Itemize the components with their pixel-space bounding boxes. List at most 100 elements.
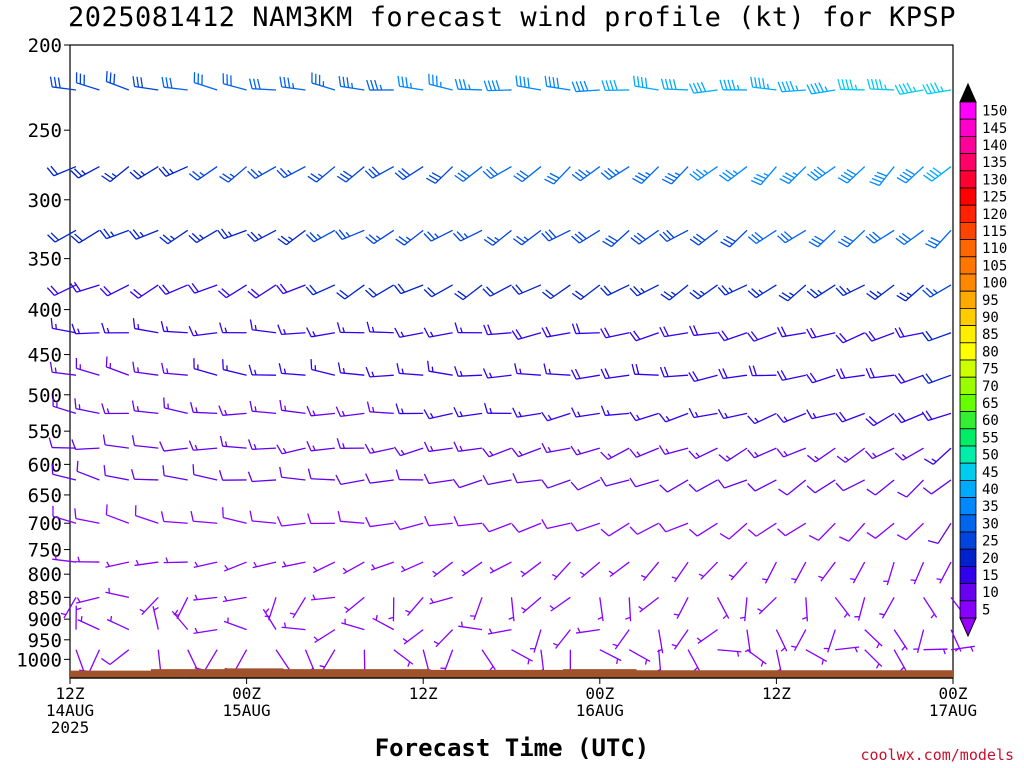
wind-barb	[775, 649, 783, 674]
barb-feather	[159, 236, 169, 245]
barb-half-feather	[316, 233, 322, 239]
barb-staff	[428, 522, 453, 527]
wind-barb	[600, 166, 630, 180]
barb-staff	[786, 479, 807, 496]
wind-barb	[925, 229, 952, 249]
wind-barb	[541, 229, 571, 242]
wind-barb	[217, 284, 247, 299]
barb-feather	[779, 177, 790, 185]
barb-staff	[744, 597, 748, 622]
wind-barb	[99, 284, 130, 297]
barb-feather	[221, 288, 231, 297]
barb-half-feather	[695, 452, 700, 458]
x-tick-label: 17AUG	[929, 701, 977, 720]
barb-half-feather	[872, 452, 877, 458]
colorbar-swatch	[959, 153, 977, 172]
wind-barb	[276, 444, 306, 455]
colorbar-swatch	[959, 583, 977, 602]
wind-barb	[423, 473, 453, 485]
barb-feather	[633, 330, 641, 340]
barb-staff	[458, 522, 483, 527]
barb-half-feather	[814, 455, 820, 461]
wind-barb	[482, 368, 512, 379]
wind-barb	[835, 284, 865, 297]
wind-barb	[894, 373, 924, 384]
x-tick-label: 12Z	[409, 684, 438, 703]
barb-feather	[280, 235, 290, 243]
wind-barb	[673, 597, 689, 619]
barb-feather	[487, 80, 493, 91]
wind-barb	[894, 447, 924, 461]
wind-barb	[659, 479, 689, 493]
wind-barb	[281, 561, 306, 568]
barb-half-feather	[521, 606, 527, 611]
barb-feather	[423, 289, 433, 298]
wind-barb	[372, 614, 395, 631]
wind-barb	[289, 596, 307, 619]
barb-half-feather	[54, 554, 57, 560]
wind-barb	[307, 166, 336, 183]
barb-feather	[393, 520, 401, 530]
y-tick-label: 300	[28, 190, 62, 212]
wind-barb	[247, 439, 277, 450]
barb-feather	[636, 76, 640, 87]
barb-half-feather	[703, 169, 709, 174]
barb-feather	[717, 479, 725, 489]
barb-half-feather	[402, 638, 408, 643]
wind-barb	[224, 561, 247, 572]
barb-staff	[510, 597, 515, 622]
barb-feather	[894, 374, 902, 384]
barb-feather	[840, 174, 851, 181]
wind-barb	[483, 229, 512, 246]
colorbar-label: 10	[982, 585, 999, 601]
wind-barb	[139, 596, 159, 616]
barb-feather	[432, 74, 434, 86]
barb-staff	[171, 610, 189, 631]
barb-feather	[878, 79, 883, 90]
barb-feather	[307, 513, 312, 524]
wind-barb	[310, 359, 336, 376]
colorbar-bottom-arrow	[959, 617, 977, 638]
source-credit[interactable]: coolwx.com/models	[860, 746, 1014, 764]
wind-barb	[264, 597, 277, 621]
barb-feather	[452, 232, 462, 242]
wind-barb	[515, 75, 542, 91]
barb-feather	[393, 284, 402, 294]
barb-feather	[546, 175, 557, 182]
x-tick-label: 00Z	[585, 684, 614, 703]
barb-half-feather	[766, 83, 770, 90]
barb-feather	[335, 230, 343, 240]
barb-feather	[902, 83, 909, 94]
wind-barb	[924, 447, 952, 465]
barb-half-feather	[153, 606, 159, 611]
barb-feather	[634, 175, 645, 182]
barb-feather	[423, 327, 430, 338]
barb-half-feather	[401, 565, 406, 571]
barb-feather	[868, 233, 878, 242]
wind-barb	[394, 327, 424, 338]
barb-half-feather	[430, 597, 434, 604]
barb-staff	[254, 165, 277, 179]
barb-feather	[103, 228, 111, 238]
wind-barb	[424, 515, 453, 527]
wind-barb	[163, 557, 188, 564]
wind-barb	[310, 594, 335, 601]
wind-barb	[101, 403, 129, 415]
wind-barb	[49, 361, 77, 376]
barb-staff	[163, 520, 188, 524]
barb-feather	[924, 458, 934, 465]
barb-feather	[541, 519, 548, 529]
wind-barb	[52, 554, 77, 563]
barb-feather	[221, 228, 229, 238]
barb-feather	[901, 232, 912, 241]
barb-feather	[364, 289, 374, 298]
wind-barb	[433, 629, 454, 648]
barb-feather	[722, 172, 732, 180]
barb-half-feather	[597, 616, 603, 620]
barb-staff	[104, 444, 129, 449]
wind-barb	[432, 561, 454, 578]
barb-feather	[218, 470, 224, 481]
y-tick-label: 800	[28, 564, 62, 586]
barb-feather	[750, 76, 754, 88]
barb-half-feather	[468, 84, 471, 90]
